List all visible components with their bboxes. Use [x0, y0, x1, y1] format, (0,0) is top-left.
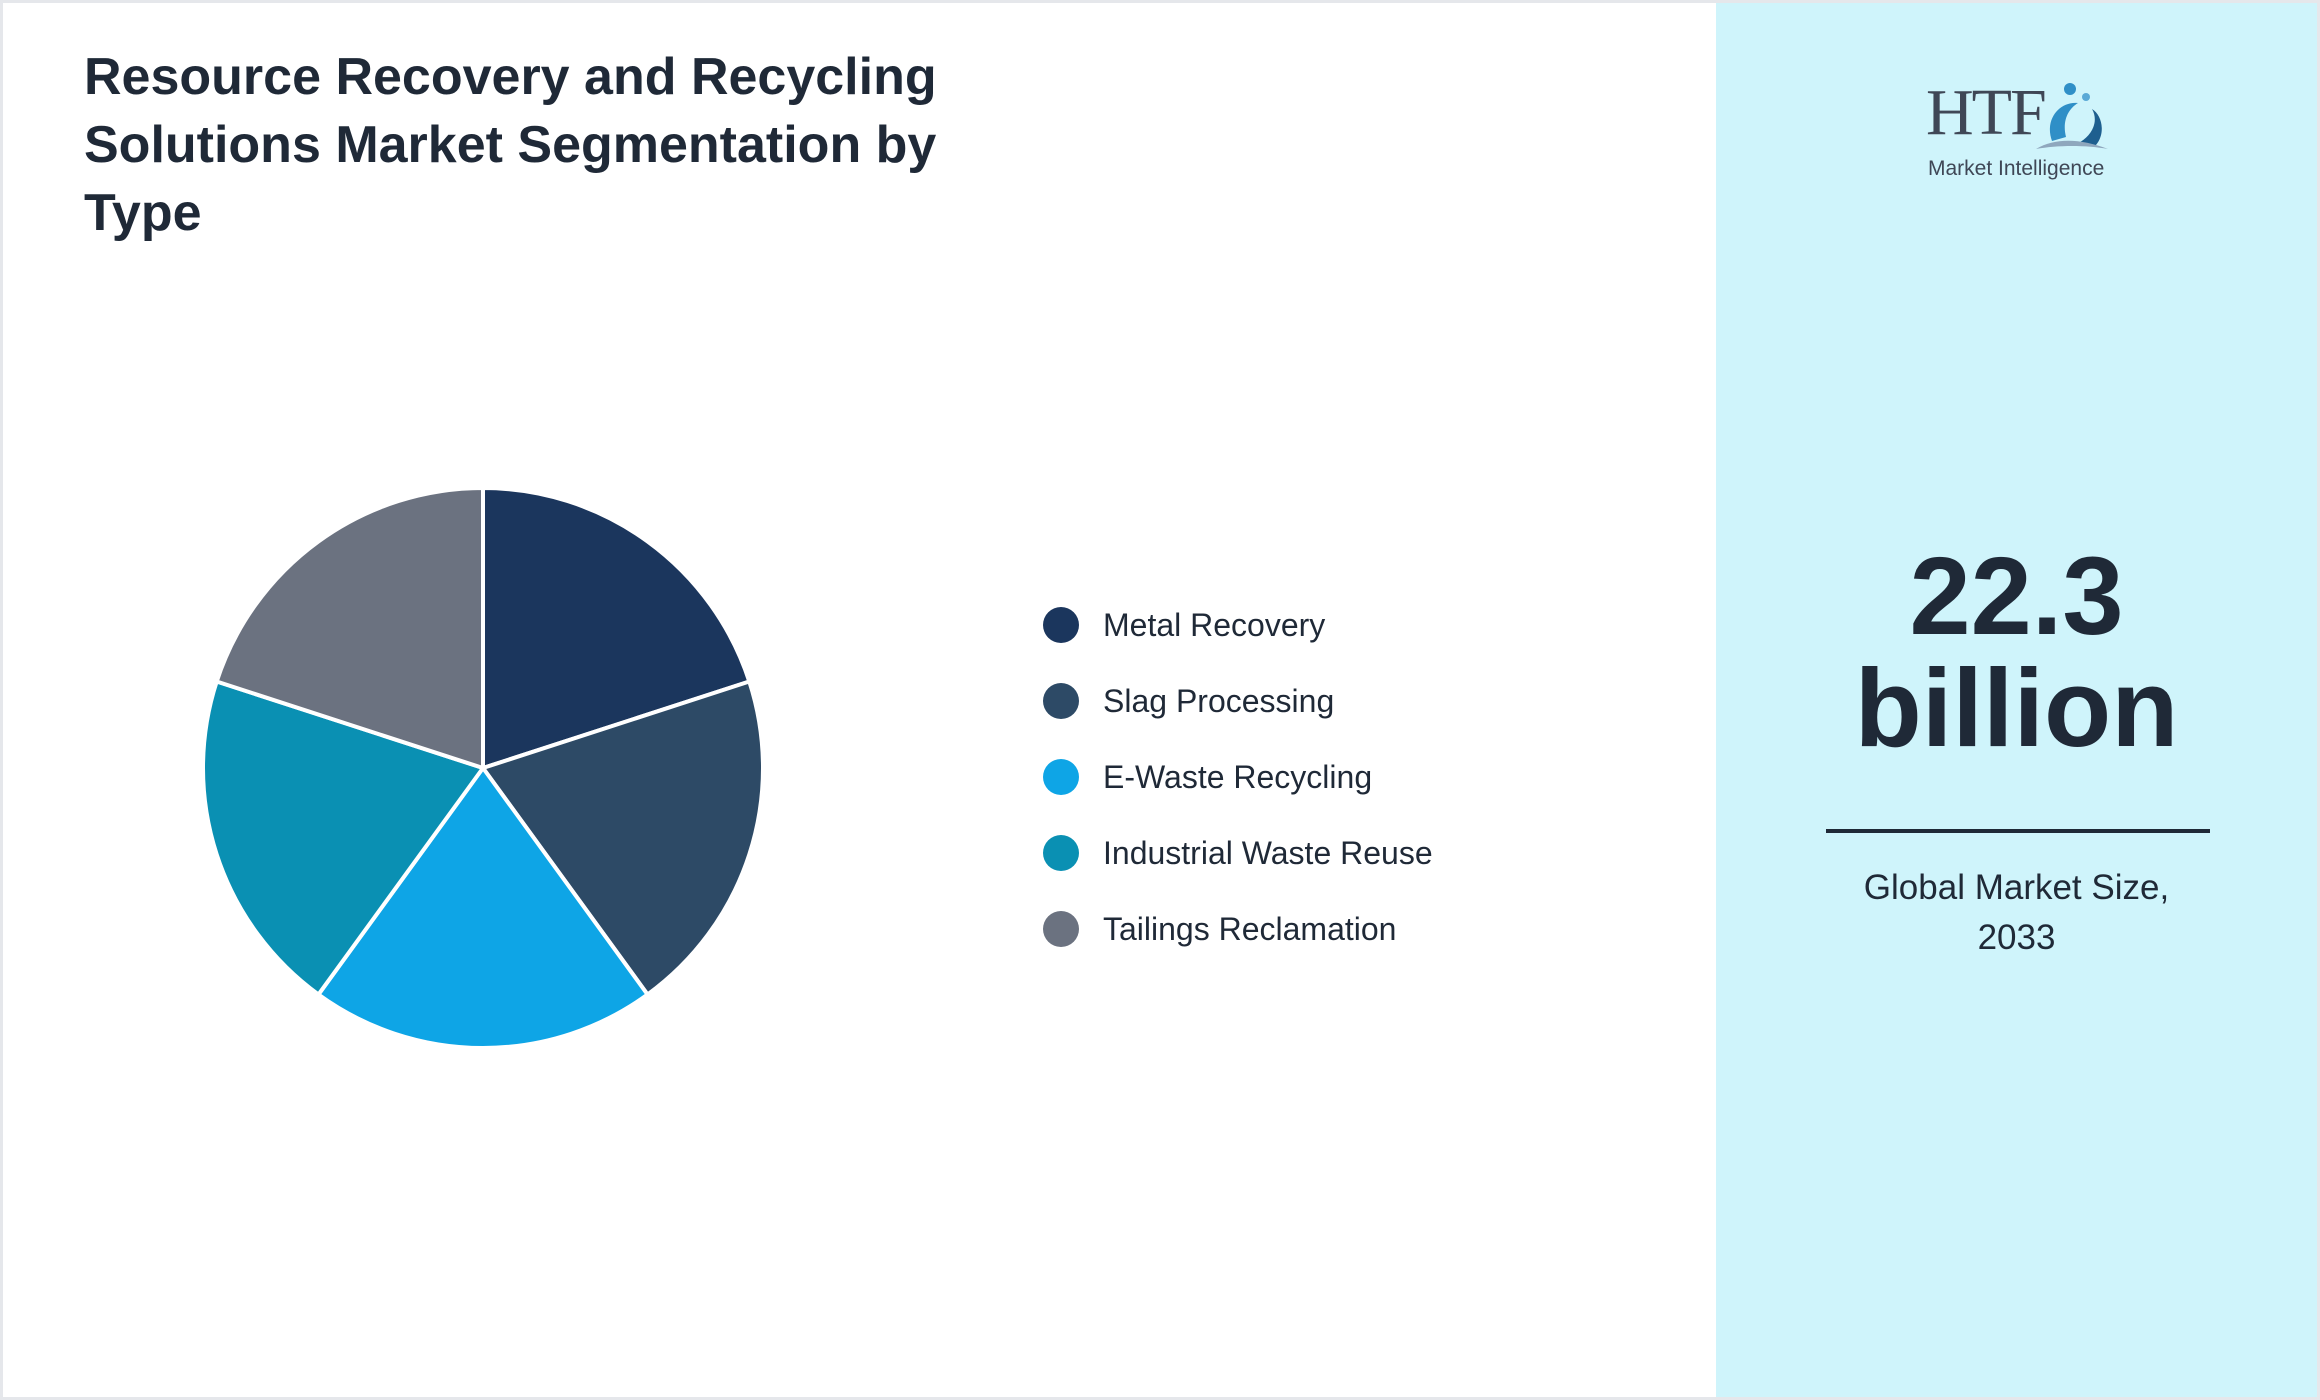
legend-item-e-waste-recycling: E-Waste Recycling	[1043, 739, 1433, 815]
chart-panel: Resource Recovery and Recycling Solution…	[3, 3, 1716, 1397]
legend-label: Slag Processing	[1103, 682, 1335, 719]
legend-label: E-Waste Recycling	[1103, 758, 1373, 795]
logo-subtitle: Market Intelligence	[1928, 157, 2105, 180]
legend-item-industrial-waste-reuse: Industrial Waste Reuse	[1043, 815, 1433, 891]
legend-swatch	[1043, 683, 1079, 719]
market-size-caption: Global Market Size, 2033	[1766, 863, 2267, 963]
pie-chart	[201, 486, 765, 1050]
legend-label: Industrial Waste Reuse	[1103, 834, 1433, 871]
legend-item-metal-recovery: Metal Recovery	[1043, 587, 1433, 663]
pie-slice-e-waste-recycling	[316, 766, 650, 1050]
market-size-caption-year: 2033	[1977, 918, 2056, 957]
legend-item-tailings-reclamation: Tailings Reclamation	[1043, 891, 1433, 967]
legend-item-slag-processing: Slag Processing	[1043, 663, 1433, 739]
legend-swatch	[1043, 835, 1079, 871]
htf-logo: HTF Market Intelligence	[1926, 75, 2116, 187]
pie-slice-metal-recovery	[481, 486, 752, 770]
chart-legend: Metal Recovery Slag Processing E-Waste R…	[1043, 587, 1433, 967]
chart-title: Resource Recovery and Recycling Solution…	[84, 48, 937, 242]
legend-label: Metal Recovery	[1103, 606, 1326, 643]
pie-slice-tailings-reclamation	[214, 486, 485, 770]
htf-logo-icon	[2036, 83, 2108, 149]
pie-slice-slag-processing	[481, 679, 765, 997]
market-size-unit: billion	[1854, 647, 2179, 770]
pie-slice-industrial-waste-reuse	[201, 679, 485, 997]
legend-swatch	[1043, 607, 1079, 643]
market-size-caption-line1: Global Market Size,	[1863, 868, 2170, 907]
legend-label: Tailings Reclamation	[1103, 910, 1397, 947]
market-size-value: 22.3 billion	[1716, 541, 2317, 765]
legend-swatch	[1043, 911, 1079, 947]
logo-letters: HTF	[1926, 76, 2047, 149]
market-size-number: 22.3	[1909, 535, 2124, 658]
legend-swatch	[1043, 759, 1079, 795]
market-size-panel: HTF Market Intelligence 22.3 billion Glo…	[1716, 3, 2317, 1397]
kpi-divider	[1826, 829, 2210, 833]
